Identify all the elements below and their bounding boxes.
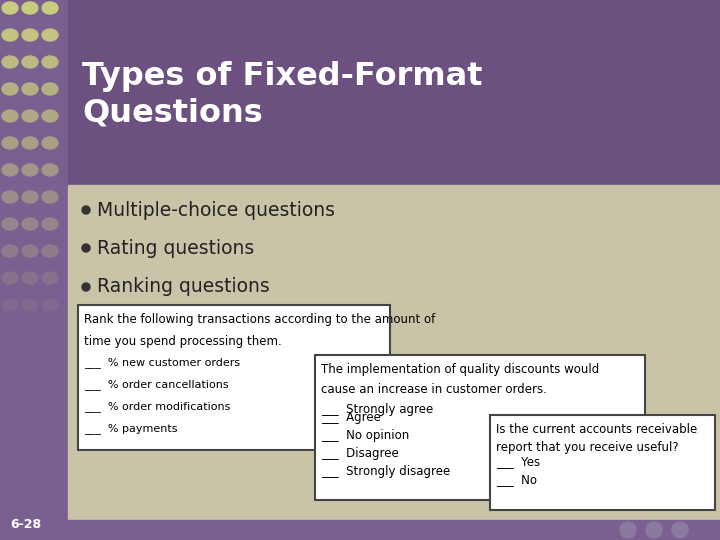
Ellipse shape [42, 2, 58, 14]
Text: ___  Strongly agree: ___ Strongly agree [321, 403, 433, 416]
Circle shape [82, 283, 90, 291]
Circle shape [620, 522, 636, 538]
Ellipse shape [2, 272, 18, 284]
Ellipse shape [22, 191, 38, 203]
Ellipse shape [42, 83, 58, 95]
Ellipse shape [22, 56, 38, 68]
Text: Rating questions: Rating questions [97, 239, 254, 258]
Circle shape [646, 522, 662, 538]
Text: ___  Strongly disagree: ___ Strongly disagree [321, 465, 450, 478]
Ellipse shape [42, 110, 58, 122]
Ellipse shape [22, 110, 38, 122]
Ellipse shape [2, 137, 18, 149]
Ellipse shape [2, 299, 18, 311]
Ellipse shape [42, 191, 58, 203]
Text: ___  % new customer orders: ___ % new customer orders [84, 357, 240, 368]
Ellipse shape [2, 191, 18, 203]
Text: ___  No opinion: ___ No opinion [321, 429, 409, 442]
Text: ___  % order modifications: ___ % order modifications [84, 401, 230, 412]
Text: Multiple-choice questions: Multiple-choice questions [97, 200, 335, 219]
Ellipse shape [2, 29, 18, 41]
Ellipse shape [2, 326, 18, 338]
Text: ___  Agree: ___ Agree [321, 411, 381, 424]
Ellipse shape [2, 56, 18, 68]
Text: report that you receive useful?: report that you receive useful? [496, 441, 679, 454]
Ellipse shape [22, 29, 38, 41]
Text: time you spend processing them.: time you spend processing them. [84, 335, 282, 348]
Text: ___  No: ___ No [496, 473, 537, 486]
Ellipse shape [2, 110, 18, 122]
Text: The implementation of quality discounts would: The implementation of quality discounts … [321, 363, 599, 376]
Text: cause an increase in customer orders.: cause an increase in customer orders. [321, 383, 547, 396]
FancyBboxPatch shape [78, 305, 390, 450]
Text: Ranking questions: Ranking questions [97, 278, 270, 296]
Ellipse shape [42, 272, 58, 284]
Text: 6-28: 6-28 [10, 518, 41, 531]
Bar [0, 520, 720, 540]
Text: ___  Yes: ___ Yes [496, 455, 540, 468]
Ellipse shape [22, 218, 38, 230]
Ellipse shape [2, 83, 18, 95]
FancyBboxPatch shape [315, 355, 645, 500]
Ellipse shape [2, 164, 18, 176]
Ellipse shape [42, 245, 58, 257]
Ellipse shape [42, 164, 58, 176]
Ellipse shape [22, 83, 38, 95]
Ellipse shape [2, 218, 18, 230]
Ellipse shape [42, 29, 58, 41]
Ellipse shape [42, 56, 58, 68]
Ellipse shape [22, 2, 38, 14]
Circle shape [82, 244, 90, 252]
Text: Rank the following transactions according to the amount of: Rank the following transactions accordin… [84, 313, 436, 326]
Ellipse shape [22, 272, 38, 284]
Text: ___  % payments: ___ % payments [84, 423, 178, 434]
Ellipse shape [22, 137, 38, 149]
Ellipse shape [42, 326, 58, 338]
Ellipse shape [22, 245, 38, 257]
Text: Types of Fixed-Format
Questions: Types of Fixed-Format Questions [82, 61, 482, 129]
Ellipse shape [2, 2, 18, 14]
Text: ___  Disagree: ___ Disagree [321, 447, 399, 460]
Circle shape [82, 206, 90, 214]
Ellipse shape [22, 326, 38, 338]
Bar [68, 185, 720, 540]
Ellipse shape [2, 245, 18, 257]
Circle shape [672, 522, 688, 538]
Ellipse shape [22, 164, 38, 176]
Ellipse shape [42, 299, 58, 311]
Bar [68, 0, 720, 185]
Ellipse shape [42, 218, 58, 230]
Text: Is the current accounts receivable: Is the current accounts receivable [496, 423, 697, 436]
Ellipse shape [42, 137, 58, 149]
Text: ___  % order cancellations: ___ % order cancellations [84, 379, 229, 390]
FancyBboxPatch shape [490, 415, 715, 510]
Bar [0, 0, 68, 540]
Ellipse shape [22, 299, 38, 311]
